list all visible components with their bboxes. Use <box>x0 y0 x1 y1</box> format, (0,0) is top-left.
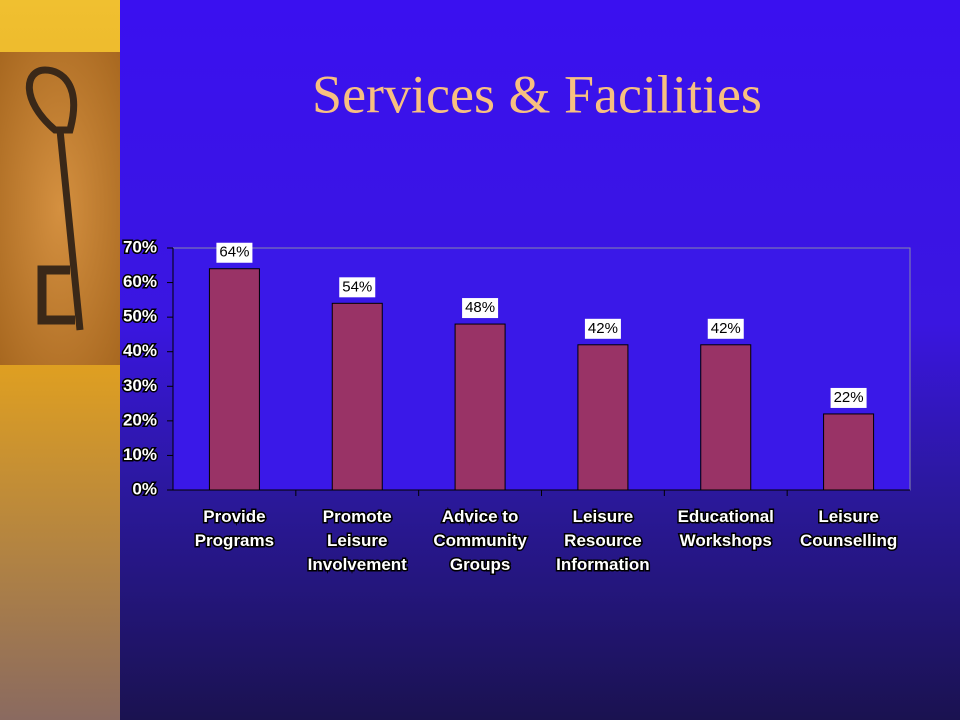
x-tick-label: Leisure Resource Information <box>556 507 650 574</box>
bar <box>454 323 506 491</box>
chart-title: Services & Facilities <box>312 64 762 124</box>
x-tick-label: Leisure Counselling <box>800 507 897 550</box>
value-label-box <box>339 277 376 298</box>
key-icon <box>25 66 84 331</box>
key-photo <box>0 52 120 365</box>
bar <box>208 268 260 491</box>
bar <box>700 344 752 491</box>
x-tick-label: Promote Leisure Involvement <box>308 507 408 574</box>
value-label: 64% <box>219 244 249 261</box>
value-label-box <box>216 242 253 263</box>
value-label-box <box>707 318 744 339</box>
value-label: 22% <box>834 389 864 406</box>
plot-area <box>172 247 911 491</box>
y-tick-label: 20% <box>123 410 157 429</box>
y-tick-label: 30% <box>123 376 157 395</box>
x-tick-label: Provide Programs <box>195 507 274 550</box>
value-label: 42% <box>711 320 741 337</box>
x-tick-label: Educational Workshops <box>678 507 774 550</box>
y-tick-label: 0% <box>132 479 157 498</box>
value-label-box <box>584 318 621 339</box>
value-label-box <box>462 298 499 319</box>
y-tick-label: 50% <box>123 307 157 326</box>
x-tick-label: Advice to Community Groups <box>433 507 527 574</box>
y-tick-label: 70% <box>123 237 157 256</box>
bar <box>577 344 629 491</box>
value-label-box <box>830 387 867 408</box>
y-tick-label: 40% <box>123 341 157 360</box>
y-tick-label: 10% <box>123 445 157 464</box>
bar <box>823 413 875 491</box>
value-label: 54% <box>342 278 372 295</box>
value-label: 42% <box>588 320 618 337</box>
bar <box>331 302 383 491</box>
value-label: 48% <box>465 299 495 316</box>
y-tick-label: 60% <box>123 272 157 291</box>
